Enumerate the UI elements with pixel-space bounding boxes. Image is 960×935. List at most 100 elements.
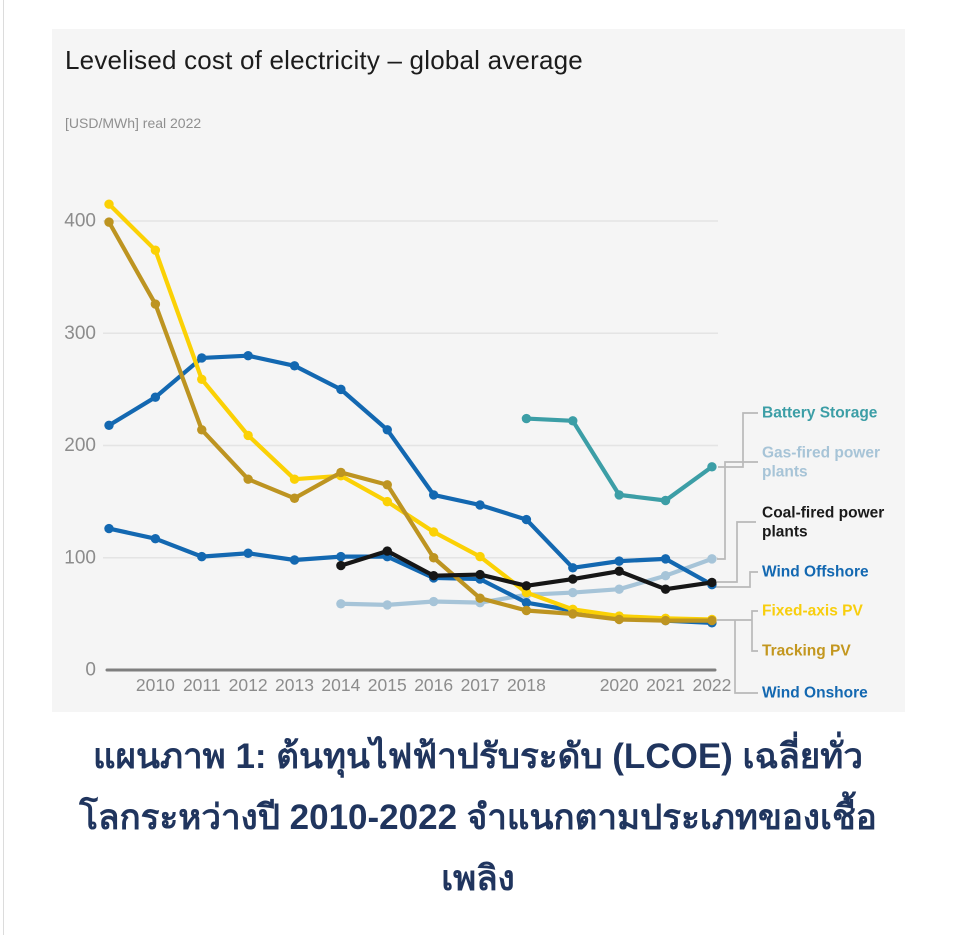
y-tick-label-100: 100 bbox=[64, 547, 96, 568]
data-point-tracking_pv bbox=[289, 493, 300, 503]
y-tick-label-0: 0 bbox=[85, 660, 96, 681]
data-point-wind_onshore bbox=[243, 548, 253, 558]
data-point-wind_offshore bbox=[475, 500, 485, 510]
legend-connector-3 bbox=[715, 571, 758, 588]
y-tick-label-300: 300 bbox=[64, 323, 96, 344]
x-tick-label-2015: 2015 bbox=[368, 675, 407, 695]
legend-connector-0 bbox=[718, 412, 758, 468]
data-point-coal_fired bbox=[475, 569, 485, 580]
data-point-gas_fired bbox=[614, 584, 624, 594]
x-tick-label-2016: 2016 bbox=[414, 675, 453, 695]
data-point-tracking_pv bbox=[197, 425, 207, 435]
data-point-wind_onshore bbox=[289, 555, 300, 565]
data-point-gas_fired bbox=[660, 571, 671, 581]
legend-label-coal_fired-line2: plants bbox=[762, 524, 808, 541]
data-point-coal_fired bbox=[707, 577, 717, 588]
data-point-fixed_axis_pv bbox=[104, 199, 114, 209]
x-tick-label-2022: 2022 bbox=[692, 675, 731, 695]
data-point-tracking_pv bbox=[707, 615, 717, 626]
data-point-battery_storage bbox=[568, 416, 578, 426]
caption-line-3: เพลิง bbox=[441, 859, 515, 898]
data-point-tracking_pv bbox=[243, 474, 253, 484]
data-point-fixed_axis_pv bbox=[197, 374, 207, 384]
legend-connector-2 bbox=[717, 521, 756, 583]
chart-card: Levelised cost of electricity – global a… bbox=[52, 29, 905, 712]
data-point-gas_fired bbox=[382, 600, 392, 610]
series-line-wind_onshore bbox=[106, 526, 715, 625]
legend-label-fixed_axis_pv: Fixed-axis PV bbox=[762, 603, 863, 620]
data-point-wind_offshore bbox=[568, 563, 578, 573]
data-point-wind_onshore bbox=[336, 551, 346, 562]
legend-label-tracking_pv: Tracking PV bbox=[762, 643, 851, 660]
data-point-fixed_axis_pv bbox=[289, 474, 300, 484]
lcoe-line-chart: 0 100 200 300 400 2010 2011 2012 2013 2014 2015 201… bbox=[64, 199, 884, 702]
data-point-wind_offshore bbox=[428, 490, 439, 500]
legend-label-gas_fired-line2: plants bbox=[762, 464, 808, 481]
data-point-tracking_pv bbox=[428, 553, 439, 563]
data-point-coal_fired bbox=[336, 560, 346, 571]
data-point-wind_offshore bbox=[614, 556, 624, 566]
series-line-fixed_axis_pv bbox=[106, 202, 715, 622]
data-point-battery_storage bbox=[660, 495, 671, 506]
chart-unit-label: [USD/MWh] real 2022 bbox=[65, 115, 202, 131]
caption-line-2: โลกระหว่างปี 2010-2022 จำแนกตามประเภทของ… bbox=[79, 798, 877, 837]
legend-connector-1 bbox=[717, 461, 758, 560]
data-point-battery_storage bbox=[614, 490, 624, 500]
data-point-coal_fired bbox=[568, 574, 578, 584]
data-point-tracking_pv bbox=[336, 467, 346, 478]
data-point-wind_onshore bbox=[521, 597, 532, 608]
data-point-gas_fired bbox=[568, 587, 578, 598]
data-point-battery_storage bbox=[521, 413, 532, 424]
caption-line-1: แผนภาพ 1: ต้นทุนไฟฟ้าปรับระดับ (LCOE) เฉ… bbox=[92, 737, 864, 776]
legend-connector-4 bbox=[717, 610, 758, 652]
x-tick-label-2011: 2011 bbox=[183, 675, 221, 695]
x-tick-label-2018: 2018 bbox=[507, 675, 546, 695]
data-point-coal_fired bbox=[382, 546, 392, 556]
page-left-border bbox=[3, 0, 4, 935]
data-point-tracking_pv bbox=[568, 609, 578, 619]
legend-label-wind_onshore: Wind Onshore bbox=[762, 685, 868, 702]
data-point-gas_fired bbox=[707, 554, 717, 564]
x-tick-label-2020: 2020 bbox=[600, 675, 639, 695]
data-point-coal_fired bbox=[614, 566, 624, 576]
data-point-wind_offshore bbox=[336, 384, 346, 395]
figure-caption: แผนภาพ 1: ต้นทุนไฟฟ้าปรับระดับ (LCOE) เฉ… bbox=[0, 726, 956, 909]
data-point-coal_fired bbox=[521, 581, 532, 591]
data-point-battery_storage bbox=[707, 462, 717, 472]
x-tick-label-2014: 2014 bbox=[321, 675, 360, 695]
data-point-wind_offshore bbox=[660, 554, 671, 564]
data-point-tracking_pv bbox=[475, 593, 485, 603]
legend-label-battery_storage: Battery Storage bbox=[762, 405, 878, 422]
data-point-tracking_pv bbox=[382, 480, 392, 490]
y-tick-label-200: 200 bbox=[64, 435, 96, 456]
x-tick-label-2017: 2017 bbox=[461, 675, 500, 695]
data-point-fixed_axis_pv bbox=[382, 496, 392, 507]
data-point-coal_fired bbox=[428, 571, 439, 581]
chart-title: Levelised cost of electricity – global a… bbox=[65, 45, 583, 75]
data-point-tracking_pv bbox=[521, 605, 532, 616]
data-point-fixed_axis_pv bbox=[150, 245, 161, 255]
data-point-tracking_pv bbox=[104, 217, 114, 227]
legend-connector-5 bbox=[734, 620, 758, 694]
y-tick-label-400: 400 bbox=[64, 211, 96, 232]
data-point-wind_onshore bbox=[197, 551, 207, 562]
data-point-wind_offshore bbox=[521, 514, 532, 525]
data-point-wind_offshore bbox=[382, 425, 392, 435]
data-point-tracking_pv bbox=[660, 615, 671, 626]
x-tick-label-2010: 2010 bbox=[136, 675, 175, 695]
series-line-wind_offshore bbox=[106, 353, 715, 587]
data-point-wind_offshore bbox=[243, 351, 253, 361]
data-point-gas_fired bbox=[336, 599, 346, 609]
data-point-tracking_pv bbox=[150, 299, 161, 309]
data-point-wind_onshore bbox=[150, 533, 161, 544]
series-line-tracking_pv bbox=[106, 220, 715, 623]
data-point-wind_offshore bbox=[289, 361, 300, 371]
x-tick-label-2013: 2013 bbox=[275, 675, 314, 695]
data-point-fixed_axis_pv bbox=[521, 587, 532, 598]
data-point-fixed_axis_pv bbox=[475, 551, 485, 562]
legend-label-gas_fired-line1: Gas-fired power bbox=[762, 445, 880, 462]
data-point-wind_offshore bbox=[197, 353, 207, 363]
series-line-battery_storage bbox=[524, 416, 715, 503]
legend-label-wind_offshore: Wind Offshore bbox=[762, 564, 869, 581]
